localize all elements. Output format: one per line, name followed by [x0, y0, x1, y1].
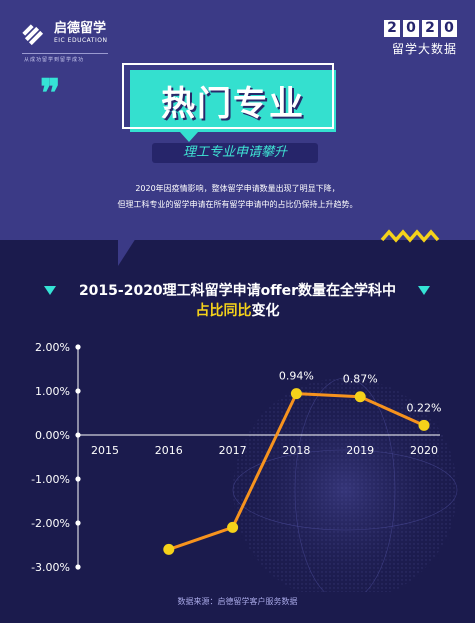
intro-text: 2020年因疫情影响，整体留学申请数量出现了明显下降， 但理工科专业的留学申请在…	[20, 181, 455, 213]
y-tick-dot	[75, 388, 81, 394]
data-point	[290, 388, 302, 400]
brand-slogan: 从成功留学到留学成功	[24, 57, 85, 63]
year-badge: 2 0 2 0 留学大数据	[377, 20, 457, 57]
badge-digit: 0	[441, 20, 457, 37]
globe-decoration	[227, 372, 463, 592]
x-tick-label: 2019	[346, 444, 374, 457]
badge-digit: 0	[403, 20, 419, 37]
data-label: 0.94%	[279, 370, 314, 383]
brand-name: 启德留学	[54, 20, 107, 36]
badge-digit: 2	[422, 20, 438, 37]
y-tick-label: 2.00%	[35, 341, 70, 354]
header-band-tail	[118, 238, 136, 266]
y-tick-label: 0.00%	[35, 429, 70, 442]
logo-divider	[22, 53, 108, 54]
x-tick-label: 2020	[410, 444, 438, 457]
data-label: 0.87%	[343, 373, 378, 386]
y-tick-label: 1.00%	[35, 385, 70, 398]
y-tick-dot	[75, 476, 81, 482]
x-tick-label: 2017	[219, 444, 247, 457]
badge-digit: 2	[384, 20, 400, 37]
badge-subtitle: 留学大数据	[391, 42, 457, 56]
chart-title: 2015-2020理工科留学申请offer数量在全学科中 占比同比变化	[20, 281, 455, 321]
brand-name-en: EIC EDUCATION	[54, 36, 108, 44]
triangle-marker-icon	[418, 286, 430, 295]
y-tick-label: -3.00%	[31, 561, 70, 574]
line-chart: 2.00% 1.00% 0.00% -1.00% -2.00% -3.00% 2015 201…	[31, 341, 463, 592]
data-point	[354, 391, 366, 403]
brand-logo: 启德留学 EIC EDUCATION	[22, 20, 107, 46]
y-tick-dot	[75, 344, 81, 350]
y-tick-dot	[75, 432, 81, 438]
y-tick-label: -2.00%	[31, 517, 70, 530]
title-box	[130, 70, 336, 132]
quote-mark-icon: ❞	[40, 70, 61, 115]
data-point	[163, 543, 175, 555]
chart-title-highlight: 占比同比	[195, 303, 252, 319]
title-frame	[122, 63, 334, 129]
data-label: 0.22%	[407, 401, 442, 414]
page-title: 热门专业	[161, 84, 305, 124]
intro-line: 但理工科专业的留学申请在所有留学申请中的占比仍保持上升趋势。	[117, 200, 358, 209]
x-tick-label: 2015	[91, 444, 119, 457]
x-tick-label: 2018	[282, 444, 310, 457]
data-source: 数据来源：启德留学客户服务数据	[177, 597, 298, 606]
badge-year: 2 0 2 0	[377, 20, 457, 37]
chart-title-line1: 2015-2020理工科留学申请offer数量在全学科中	[78, 283, 397, 299]
data-point	[227, 521, 239, 533]
intro-line: 2020年因疫情影响，整体留学申请数量出现了明显下降，	[135, 184, 340, 193]
chart-title-rest: 变化	[251, 303, 280, 319]
y-tick-dot	[75, 564, 81, 570]
chart-title-line2: 占比同比变化	[20, 301, 455, 321]
y-tick-label: -1.00%	[31, 473, 70, 486]
zigzag-decoration	[380, 229, 440, 243]
page-subtitle: 理工专业申请攀升	[152, 143, 318, 163]
triangle-marker-icon	[44, 286, 56, 295]
y-tick-dot	[75, 520, 81, 526]
eic-logo-icon	[22, 24, 44, 46]
x-tick-label: 2016	[155, 444, 183, 457]
data-point	[418, 419, 430, 431]
title-pointer	[180, 132, 198, 142]
